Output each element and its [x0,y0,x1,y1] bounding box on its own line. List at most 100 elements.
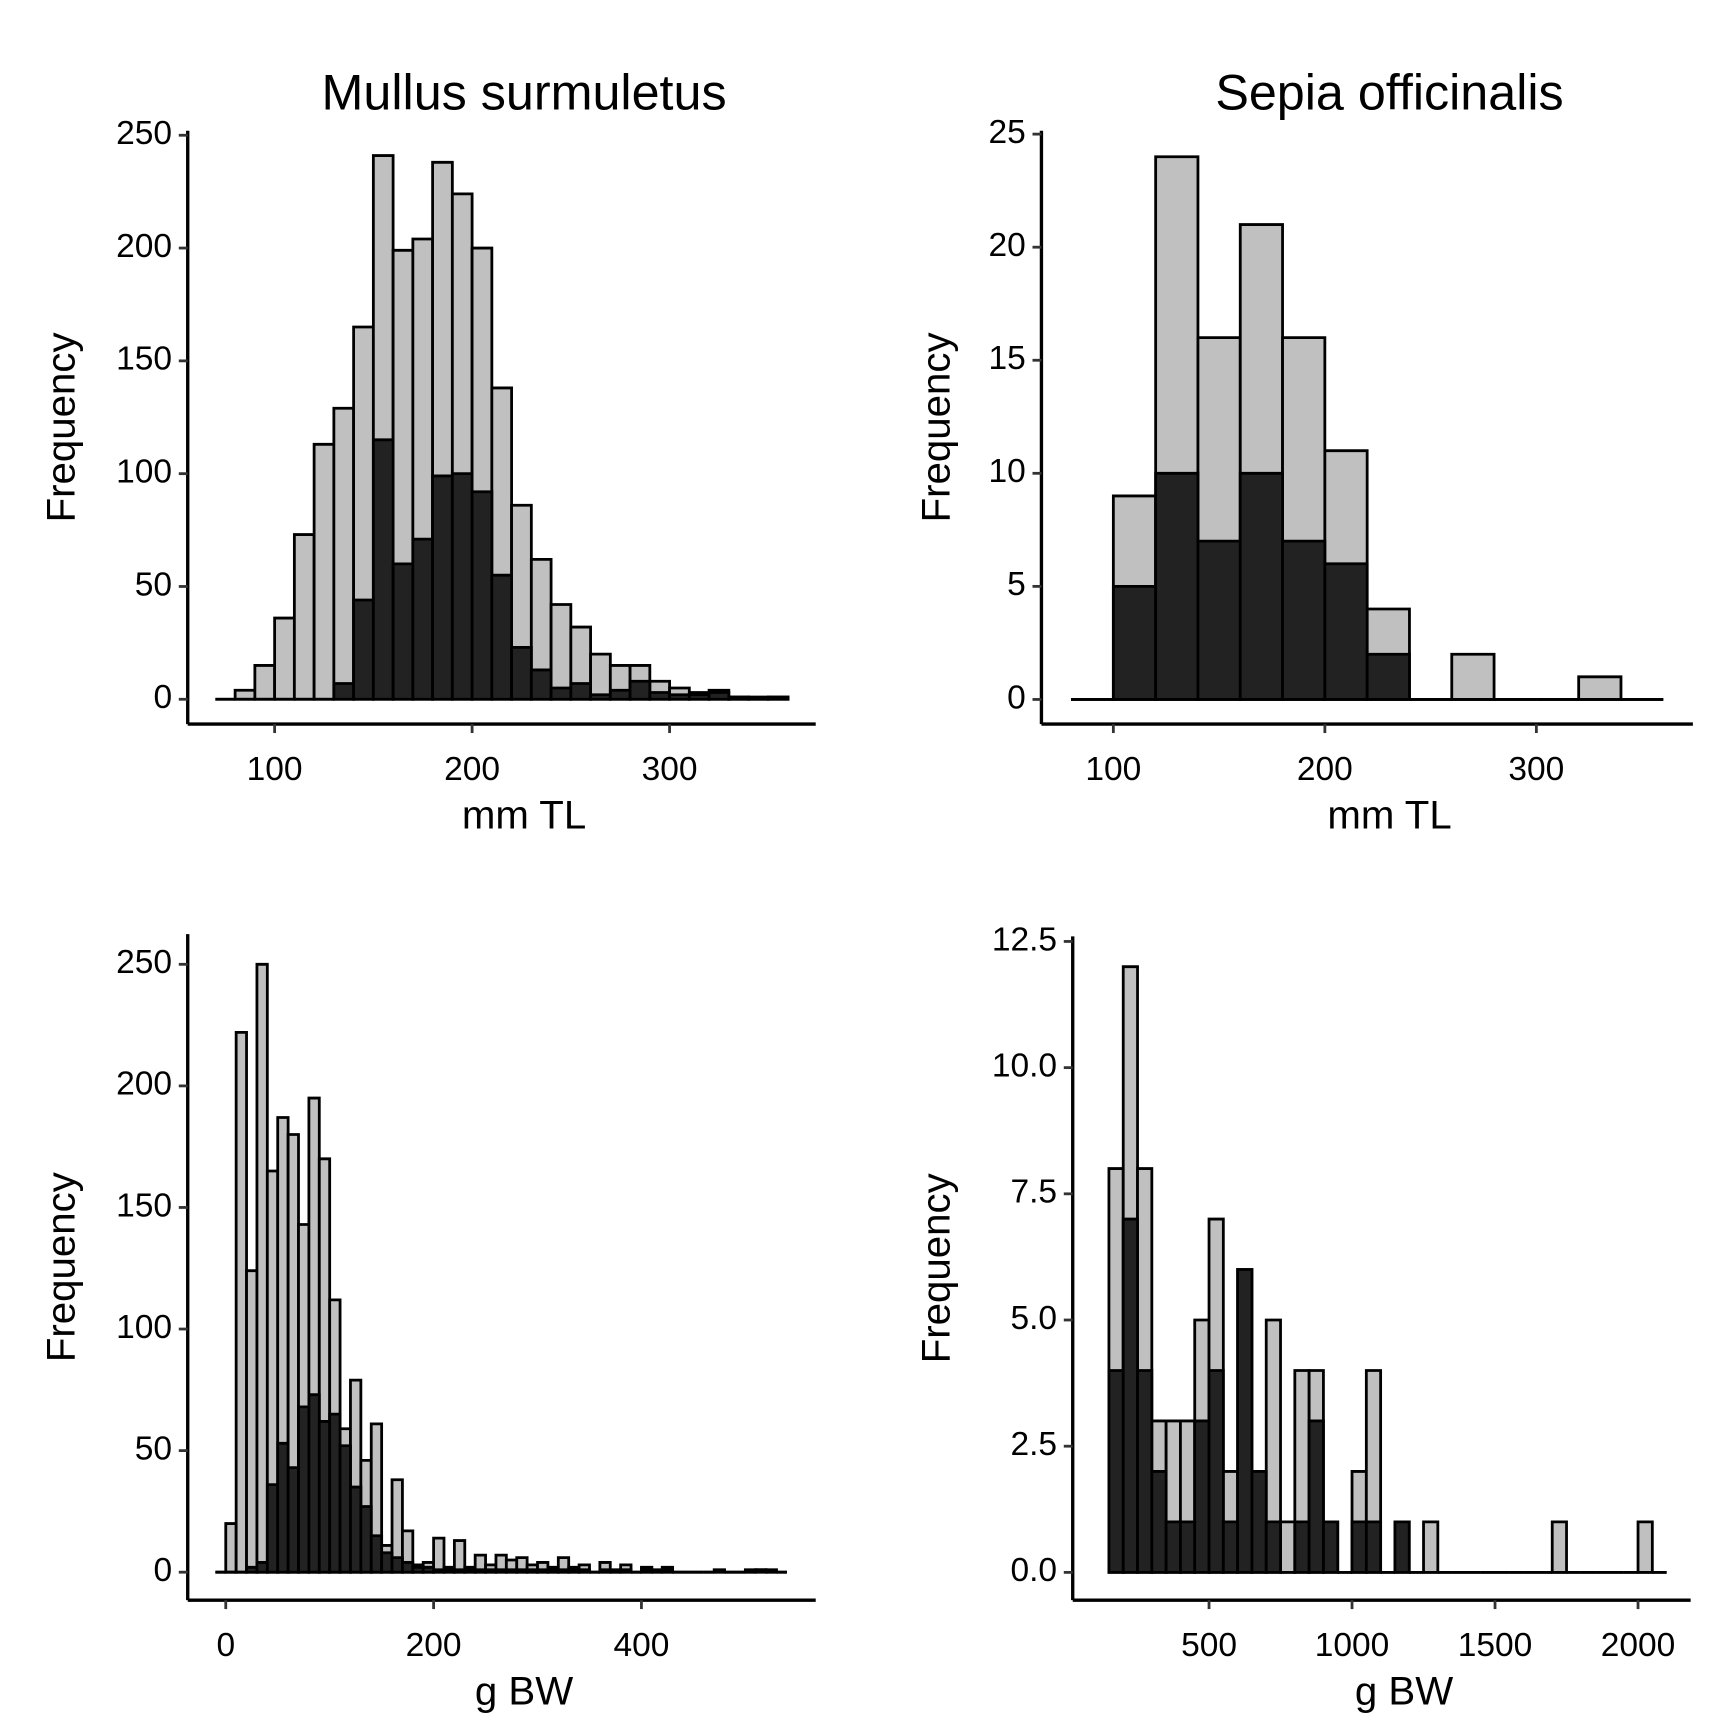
histogram-bar [1193,1419,1211,1574]
x-axis-title: mm TL [1327,793,1451,838]
histogram-bar [707,691,731,701]
histogram-bar [608,688,632,701]
y-tick-label: 250 [116,944,172,981]
x-tick-label: 200 [1297,751,1353,788]
histogram-bar [490,573,513,701]
histogram-bar [660,1568,675,1574]
histogram-bar [529,668,553,701]
histogram-bar [1279,1520,1297,1574]
histogram-bar [432,1536,446,1574]
histogram-bar [255,962,269,1574]
histogram-bar [1264,1520,1282,1574]
histogram-bar [648,691,671,701]
histogram-bar [234,1030,248,1574]
histogram-bar [401,1561,415,1574]
histogram-bar [1154,471,1200,701]
histogram-bar [1422,1520,1440,1574]
histogram-bar [452,1568,467,1574]
histogram-bar [1322,1520,1340,1574]
y-tick-label: 150 [116,1187,172,1224]
histogram-bar [463,1568,477,1574]
y-axis-title: Frequency [913,1172,958,1363]
histogram-bar [349,1485,363,1574]
histogram-bar [1250,1470,1268,1574]
histogram-bar [668,693,691,701]
x-tick-label: 200 [444,751,500,788]
histogram-bar [546,1568,560,1574]
histogram-bar [754,1568,768,1574]
chart-title: Sepia officinalis [1215,63,1563,120]
histogram-bar [1393,1520,1411,1574]
y-tick-label: 10 [989,453,1026,490]
histogram-bar [450,472,474,701]
y-tick-label: 200 [116,228,172,265]
histogram-bar [380,1551,394,1574]
histogram-bar [332,406,356,701]
histogram-bar [549,686,573,701]
y-tick-label: 250 [116,115,172,152]
histogram-bar [411,537,435,701]
y-tick-label: 2.5 [1010,1426,1057,1463]
histogram-bar [1121,1217,1139,1574]
chart-title: Mullus surmuletus [322,63,727,120]
histogram-bar [1293,1520,1311,1574]
histogram-bar [1365,652,1411,701]
histogram-bar [352,598,375,701]
histogram-bar [286,1466,300,1574]
y-tick-label: 0 [153,1552,172,1589]
histogram-bar [371,438,395,701]
histogram-bar [1281,539,1327,701]
histogram-bar [687,693,711,701]
y-tick-label: 200 [116,1066,172,1103]
histogram-bar [1207,1369,1225,1574]
histogram-bar [421,1565,435,1574]
x-tick-label: 100 [247,751,303,788]
histogram-bar [431,474,454,701]
y-tick-label: 5 [1007,566,1026,603]
histogram-bar [567,1568,581,1574]
histogram-bar [536,1568,550,1574]
histogram-bar [1550,1520,1568,1574]
histogram-bar [245,1269,259,1574]
y-tick-label: 10.0 [992,1047,1057,1084]
histogram-bar [245,1565,259,1574]
histogram-bar [766,695,790,701]
y-tick-label: 25 [989,114,1026,151]
x-tick-label: 200 [406,1627,462,1664]
histogram-bar [727,695,750,701]
histogram-bar [470,490,494,701]
histogram-bar [359,1505,373,1574]
histogram-bar [1323,562,1369,701]
histogram-bar [494,1568,508,1574]
histogram-bar [432,1568,446,1574]
histogram-bar [276,1441,290,1574]
histogram-bar [411,1565,425,1574]
y-tick-label: 15 [989,340,1026,377]
y-tick-label: 150 [116,341,172,378]
histogram-bar [628,679,652,701]
histogram-bar [255,1561,269,1574]
x-tick-label: 1000 [1315,1627,1390,1664]
histogram-bar [1221,1520,1240,1574]
y-tick-label: 100 [116,1309,172,1346]
histogram-bar [328,1412,342,1574]
histogram-bar [515,1568,529,1574]
y-axis-title: Frequency [38,332,83,523]
histogram-bar [484,1568,498,1574]
histogram-bar [312,442,336,701]
y-tick-label: 12.5 [992,921,1057,958]
histogram-bar [504,1568,519,1574]
histogram-bar [1577,675,1623,701]
y-tick-label: 50 [135,1430,172,1467]
histogram-bar [1350,1520,1368,1574]
y-tick-label: 0.0 [1010,1552,1057,1589]
histogram-bar [619,1568,633,1574]
histogram-bar [338,1444,352,1574]
histogram-bar [273,616,296,701]
histogram-bar [1307,1419,1325,1574]
histogram-bar [1179,1520,1197,1574]
x-tick-label: 2000 [1601,1627,1676,1664]
histogram-bar [1111,584,1158,701]
y-tick-label: 0 [153,679,172,716]
